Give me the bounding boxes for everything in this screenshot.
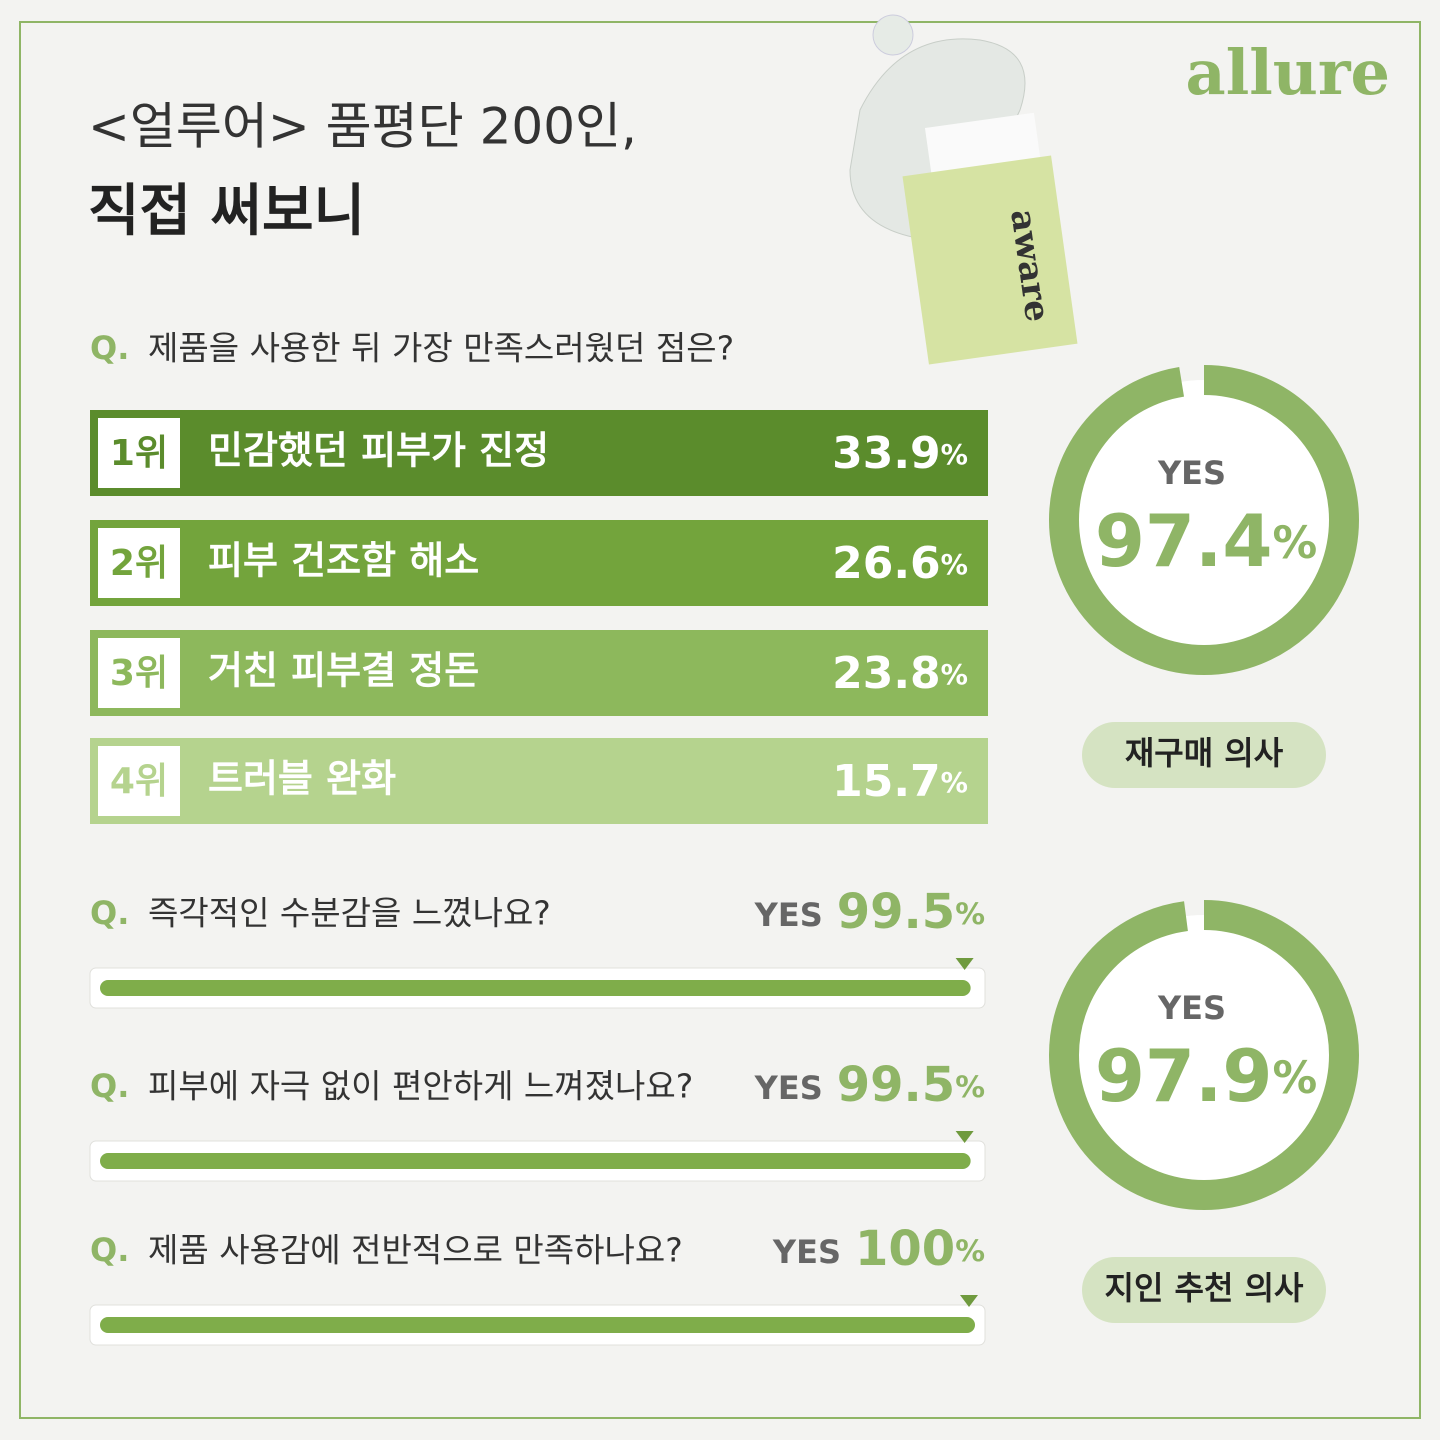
unit: % — [955, 1070, 985, 1105]
rank-bar — [90, 738, 988, 824]
value: 99.5 — [837, 884, 955, 940]
rank-bar — [90, 520, 988, 606]
pouch — [902, 155, 1078, 365]
rank-bar — [90, 630, 988, 716]
ring-value: 97.9% — [1095, 1034, 1317, 1118]
rank-label: 피부 건조함 해소 — [208, 539, 479, 583]
answer: YES — [754, 1069, 823, 1107]
yes-value: 99.5% — [837, 1057, 985, 1113]
unit: % — [941, 440, 968, 471]
unit: % — [941, 768, 968, 799]
frame — [19, 21, 1421, 1419]
ring-track — [1064, 915, 1344, 1195]
rank: 4위 — [110, 761, 168, 802]
value: 15.7 — [832, 756, 941, 807]
ring-value: 97.4% — [1095, 499, 1317, 583]
rank: 1위 — [110, 433, 168, 474]
value: 23.8 — [832, 648, 941, 699]
ring-track — [1064, 380, 1344, 660]
yes-value: 99.5% — [837, 884, 985, 940]
ring-label: 지인 추천 의사 — [1105, 1269, 1304, 1307]
q-mark: Q. — [90, 329, 129, 367]
rank-badge — [98, 638, 180, 708]
rank-label: 거친 피부결 정돈 — [208, 649, 479, 693]
ring — [1049, 900, 1359, 1210]
value: 97.4 — [1095, 499, 1273, 583]
rank-label: 민감했던 피부가 진정 — [208, 429, 549, 473]
progress-marker — [955, 1131, 974, 1143]
ring-label-pill — [1082, 1257, 1326, 1323]
unit: % — [955, 897, 985, 932]
question: 피부에 자극 없이 편안하게 느껴졌나요? — [148, 1067, 693, 1106]
gel-drop — [872, 14, 914, 56]
title-line2: 직접 써보니 — [88, 179, 365, 244]
q-mark: Q. — [90, 894, 129, 932]
question: 즉각적인 수분감을 느꼈나요? — [148, 894, 551, 933]
ring-answer: YES — [1157, 454, 1226, 492]
rank: 2위 — [110, 543, 168, 584]
value: 100 — [855, 1221, 955, 1277]
rank-value: 26.6% — [832, 538, 968, 589]
unit: % — [941, 550, 968, 581]
rank-badge — [98, 418, 180, 488]
rank-value: 15.7% — [832, 756, 968, 807]
question: 제품을 사용한 뒤 가장 만족스러웠던 점은? — [148, 329, 734, 368]
ring-label-pill — [1082, 722, 1326, 788]
value: 26.6 — [832, 538, 941, 589]
unit: % — [955, 1234, 985, 1269]
rank: 3위 — [110, 653, 168, 694]
rank-value: 23.8% — [832, 648, 968, 699]
value: 99.5 — [837, 1057, 955, 1113]
question: 제품 사용감에 전반적으로 만족하나요? — [148, 1231, 683, 1270]
rank-badge — [98, 746, 180, 816]
value: 33.9 — [832, 428, 941, 479]
unit: % — [1272, 1052, 1317, 1104]
unit: % — [1272, 517, 1317, 569]
brand: allure — [1186, 36, 1390, 109]
answer: YES — [754, 896, 823, 934]
progress-bar — [100, 980, 971, 996]
rank-value: 33.9% — [832, 428, 968, 479]
answer: YES — [772, 1233, 841, 1271]
progress-bar — [100, 1317, 975, 1333]
q-mark: Q. — [90, 1067, 129, 1105]
rank-label: 트러블 완화 — [208, 757, 396, 801]
progress-marker — [960, 1295, 978, 1307]
progress-marker — [955, 958, 974, 970]
rank-bar — [90, 410, 988, 496]
q-mark: Q. — [90, 1231, 129, 1269]
title-line1: <얼루어> 품평단 200인, — [88, 98, 637, 156]
ring-label: 재구매 의사 — [1125, 734, 1284, 772]
yes-value: 100% — [855, 1221, 985, 1277]
progress-bar — [100, 1153, 971, 1169]
value: 97.9 — [1095, 1034, 1273, 1118]
rank-badge — [98, 528, 180, 598]
ring-answer: YES — [1157, 989, 1226, 1027]
product-image: aware — [849, 14, 1078, 365]
unit: % — [941, 660, 968, 691]
ring — [1049, 365, 1359, 675]
